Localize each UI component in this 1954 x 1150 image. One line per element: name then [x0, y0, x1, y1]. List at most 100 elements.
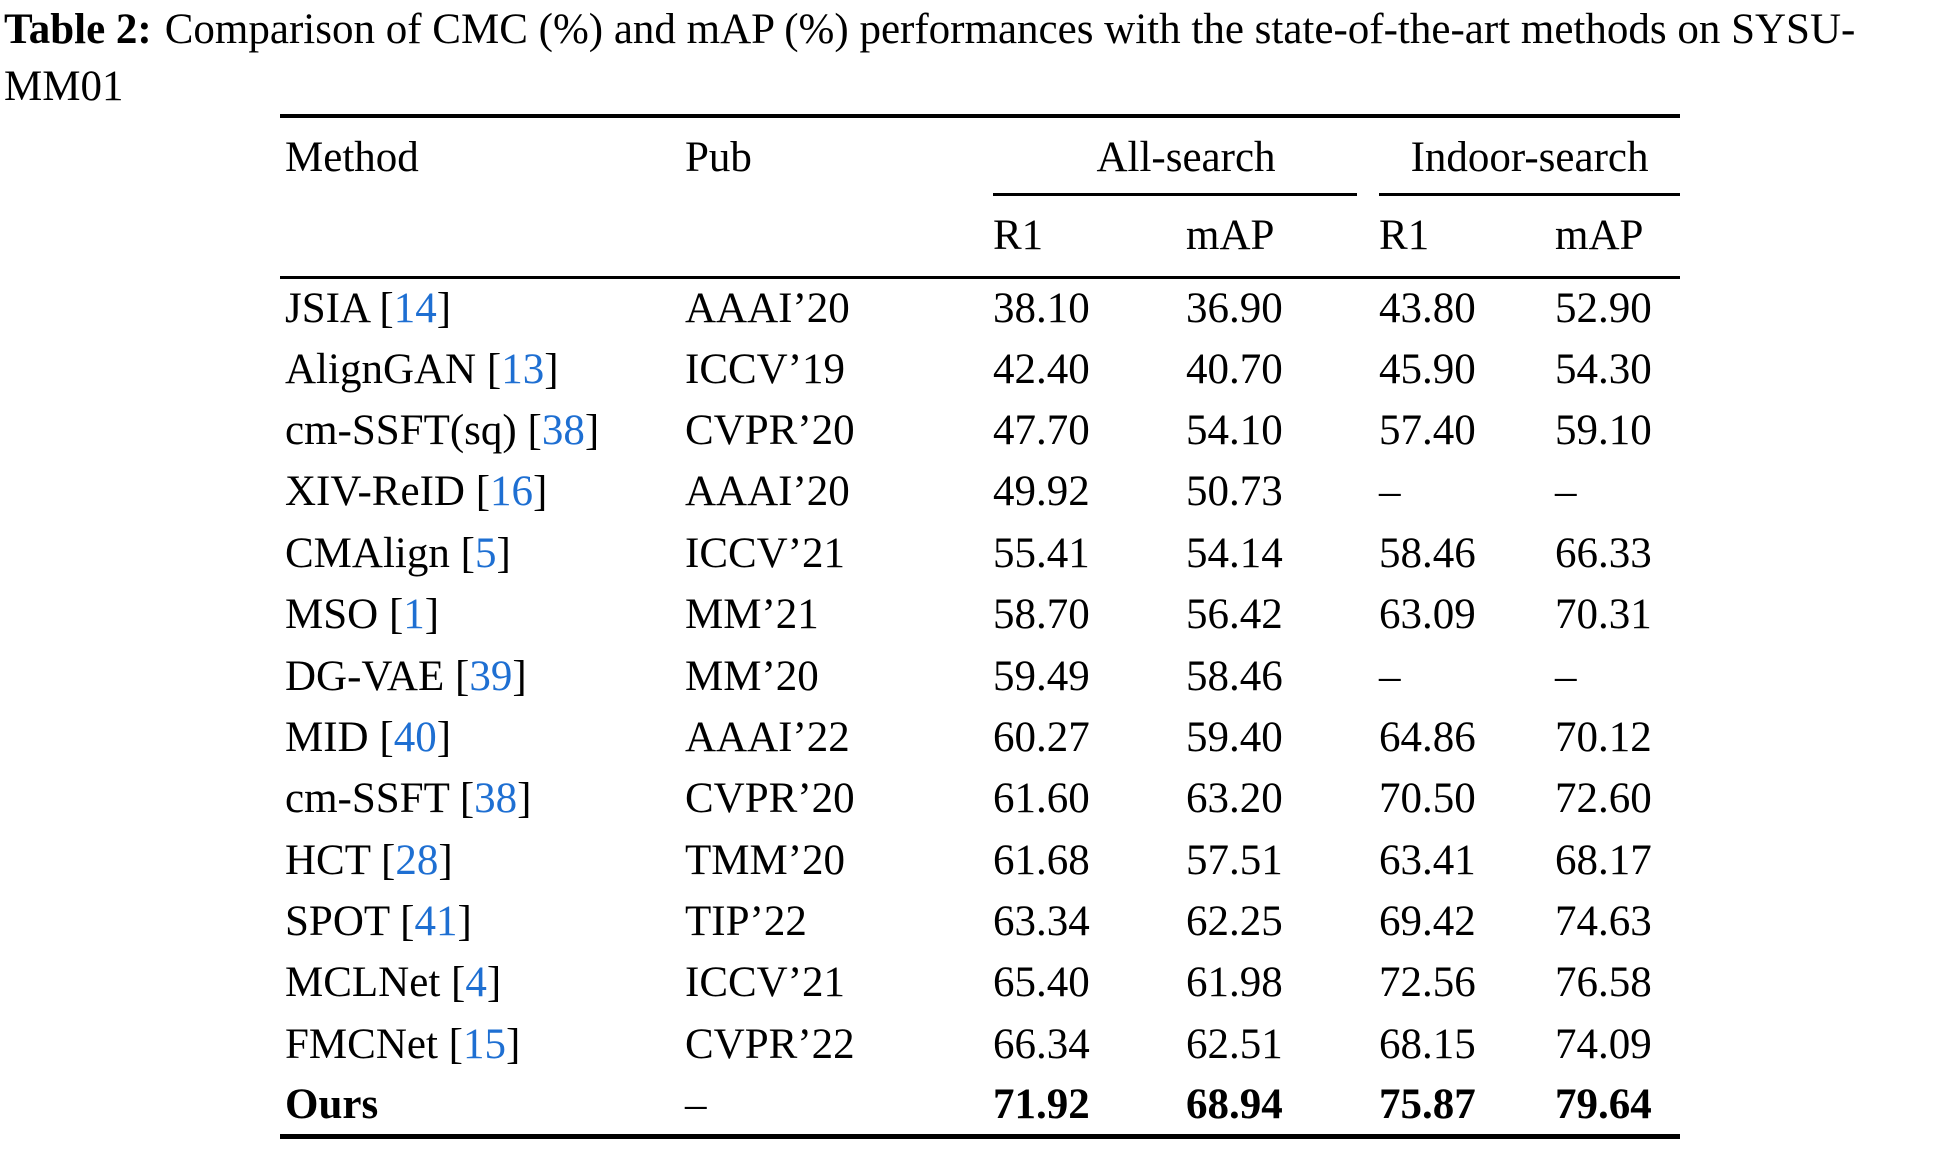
cell-method: CMAlign [5] — [280, 523, 685, 584]
cell-pub: ICCV’19 — [685, 345, 846, 393]
col-header-r1-all: R1 — [993, 196, 1186, 279]
cell-map-indoor-search: 72.60 — [1555, 775, 1652, 823]
citation-link[interactable]: 41 — [414, 898, 458, 946]
citation: [16] — [475, 468, 548, 516]
cell-r1-all-search: 59.49 — [993, 652, 1090, 700]
cell-map-all-search: 36.90 — [1186, 284, 1283, 332]
cell-pub: CVPR’20 — [685, 775, 855, 823]
cell-r1-all-search: 49.92 — [993, 468, 1090, 516]
method-name: SPOT — [285, 898, 390, 946]
citation: [40] — [379, 713, 452, 761]
caption-text: Comparison of CMC (%) and mAP (%) perfor… — [4, 6, 1856, 110]
method-name: MCLNet — [285, 959, 441, 1007]
cell-method: MID [40] — [280, 707, 685, 768]
cell-r1-indoor-search: 63.41 — [1379, 836, 1476, 884]
method-name: MSO — [285, 591, 379, 639]
table-row: XIV-ReID [16] AAAI’20 49.92 50.73 – – — [280, 461, 1680, 522]
citation-link[interactable]: 38 — [474, 775, 518, 823]
cell-r1-all-search: 38.10 — [993, 284, 1090, 332]
citation: [15] — [448, 1020, 521, 1068]
cell-pub: AAAI’22 — [685, 713, 850, 761]
cell-pub: CVPR’20 — [685, 406, 855, 454]
cell-method: AlignGAN [13] — [280, 338, 685, 399]
results-table: Method Pub All-search Indoor-search R1 m… — [280, 114, 1681, 1139]
cell-r1-all-search: 58.70 — [993, 591, 1090, 639]
cell-method: cm-SSFT [38] — [280, 768, 685, 829]
cell-pub: ICCV’21 — [685, 529, 846, 577]
cell-map-indoor-search: 70.12 — [1555, 713, 1652, 761]
citation: [5] — [460, 529, 511, 577]
table-row: MID [40] AAAI’22 60.27 59.40 64.86 70.12 — [280, 707, 1680, 768]
cell-map-indoor-search: – — [1555, 652, 1577, 700]
table-row: Ours – 71.92 68.94 75.87 79.64 — [280, 1075, 1680, 1136]
method-name: cm-SSFT(sq) — [285, 406, 517, 454]
cell-r1-all-search: 65.40 — [993, 959, 1090, 1007]
cmidrule-all-search — [993, 193, 1358, 196]
citation-link[interactable]: 5 — [474, 529, 497, 577]
citation-link[interactable]: 28 — [395, 836, 439, 884]
cell-method: JSIA [14] — [280, 277, 685, 338]
method-name: MID — [285, 713, 369, 761]
cell-map-all-search: 62.25 — [1186, 898, 1283, 946]
cell-map-all-search: 50.73 — [1186, 468, 1283, 516]
header-sub-row: R1 mAP R1 mAP — [280, 196, 1681, 279]
empty-cell — [280, 196, 685, 279]
citation-link[interactable]: 38 — [541, 406, 585, 454]
cell-method: Ours — [280, 1075, 685, 1136]
citation-link[interactable]: 4 — [465, 959, 487, 1007]
citation: [41] — [400, 898, 472, 946]
cell-map-indoor-search: 70.31 — [1555, 591, 1652, 639]
cell-map-indoor-search: 74.09 — [1555, 1020, 1652, 1068]
citation-link[interactable]: 14 — [393, 284, 437, 332]
cell-pub: CVPR’22 — [685, 1020, 855, 1068]
table-row: DG-VAE [39] MM’20 59.49 58.46 – – — [280, 645, 1680, 706]
cell-method: FMCNet [15] — [280, 1014, 685, 1075]
citation-link[interactable]: 39 — [469, 652, 513, 700]
table-row: HCT [28] TMM’20 61.68 57.51 63.41 68.17 — [280, 830, 1680, 891]
cell-r1-indoor-search: 72.56 — [1379, 959, 1476, 1007]
method-name: JSIA — [285, 284, 369, 332]
col-group-indoor-search: Indoor-search — [1379, 116, 1681, 196]
table-row: MCLNet [4] ICCV’21 65.40 61.98 72.56 76.… — [280, 952, 1680, 1013]
cell-map-all-search: 59.40 — [1186, 713, 1283, 761]
citation: [1] — [388, 591, 440, 639]
citation: [4] — [451, 959, 502, 1007]
method-name: HCT — [285, 836, 371, 884]
cell-method: XIV-ReID [16] — [280, 461, 685, 522]
group-label-all-search: All-search — [1096, 133, 1276, 181]
col-group-all-search: All-search — [993, 116, 1379, 196]
cell-r1-all-search: 60.27 — [993, 713, 1090, 761]
citation: [28] — [380, 836, 453, 884]
cell-map-all-search: 54.14 — [1186, 529, 1283, 577]
method-name: CMAlign — [285, 529, 450, 577]
citation-link[interactable]: 40 — [393, 713, 437, 761]
method-name: FMCNet — [285, 1020, 438, 1068]
cell-r1-all-search: 71.92 — [993, 1081, 1090, 1129]
citation-link[interactable]: 15 — [463, 1020, 506, 1068]
citation: [13] — [486, 345, 559, 393]
citation-link[interactable]: 13 — [501, 345, 545, 393]
cell-r1-indoor-search: 43.80 — [1379, 284, 1476, 332]
cell-map-indoor-search: 79.64 — [1555, 1081, 1652, 1129]
cell-map-indoor-search: 59.10 — [1555, 406, 1652, 454]
method-name: cm-SSFT — [285, 775, 450, 823]
table-row: FMCNet [15] CVPR’22 66.34 62.51 68.15 74… — [280, 1014, 1680, 1075]
citation-link[interactable]: 1 — [403, 591, 425, 639]
method-name: DG-VAE — [285, 652, 445, 700]
cell-r1-indoor-search: 64.86 — [1379, 713, 1476, 761]
cell-map-all-search: 68.94 — [1186, 1081, 1283, 1129]
cell-r1-all-search: 63.34 — [993, 898, 1090, 946]
cell-pub: – — [685, 1081, 707, 1129]
table-row: CMAlign [5] ICCV’21 55.41 54.14 58.46 66… — [280, 523, 1680, 584]
cell-r1-all-search: 47.70 — [993, 406, 1090, 454]
citation-link[interactable]: 16 — [490, 468, 534, 516]
cell-map-indoor-search: 52.90 — [1555, 284, 1652, 332]
cell-method: cm-SSFT(sq) [38] — [280, 400, 685, 461]
cell-pub: TMM’20 — [685, 836, 846, 884]
citation: [14] — [379, 284, 452, 332]
cell-r1-all-search: 61.68 — [993, 836, 1090, 884]
header-group-row: Method Pub All-search Indoor-search — [280, 116, 1681, 196]
cell-r1-all-search: 55.41 — [993, 529, 1090, 577]
cell-method: MSO [1] — [280, 584, 685, 645]
cell-map-indoor-search: 74.63 — [1555, 898, 1652, 946]
